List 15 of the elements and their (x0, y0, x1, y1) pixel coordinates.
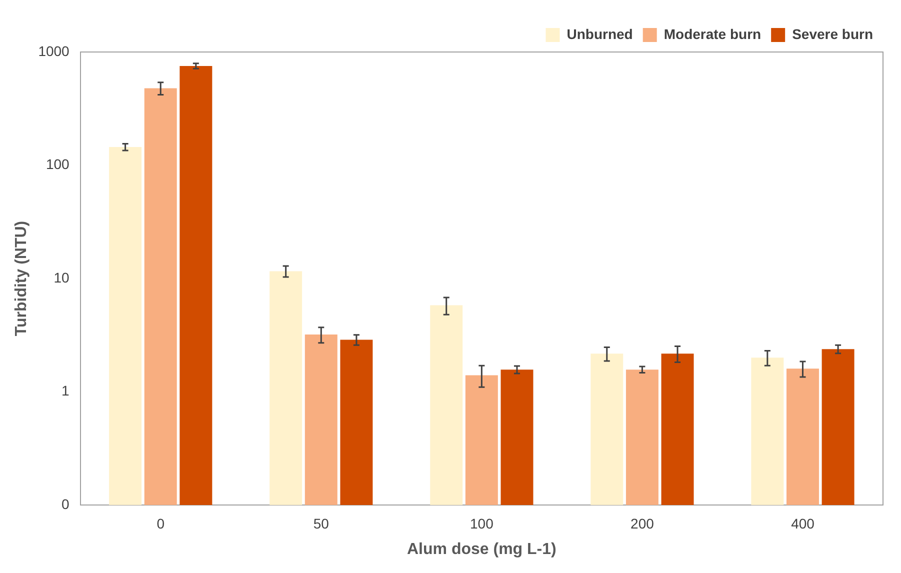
y-tick-label: 100 (46, 156, 70, 172)
y-axis-title: Turbidity (NTU) (13, 220, 30, 336)
legend-label: Moderate burn (664, 26, 762, 42)
x-tick-label: 100 (470, 515, 494, 532)
y-tick-label: 10 (54, 269, 70, 286)
y-tick-label: 1 (62, 382, 70, 399)
x-tick-label: 200 (630, 515, 654, 532)
x-tick-label: 50 (313, 515, 330, 532)
x-tick-label: 400 (791, 515, 815, 532)
y-tick-label: 0 (62, 496, 70, 512)
y-tick-label: 1000 (38, 42, 70, 59)
x-tick-label: 0 (156, 515, 165, 532)
legend-label: Severe burn (792, 26, 874, 42)
x-axis-title: Alum dose (mg L-1) (407, 540, 556, 558)
legend-label: Unburned (566, 26, 633, 42)
